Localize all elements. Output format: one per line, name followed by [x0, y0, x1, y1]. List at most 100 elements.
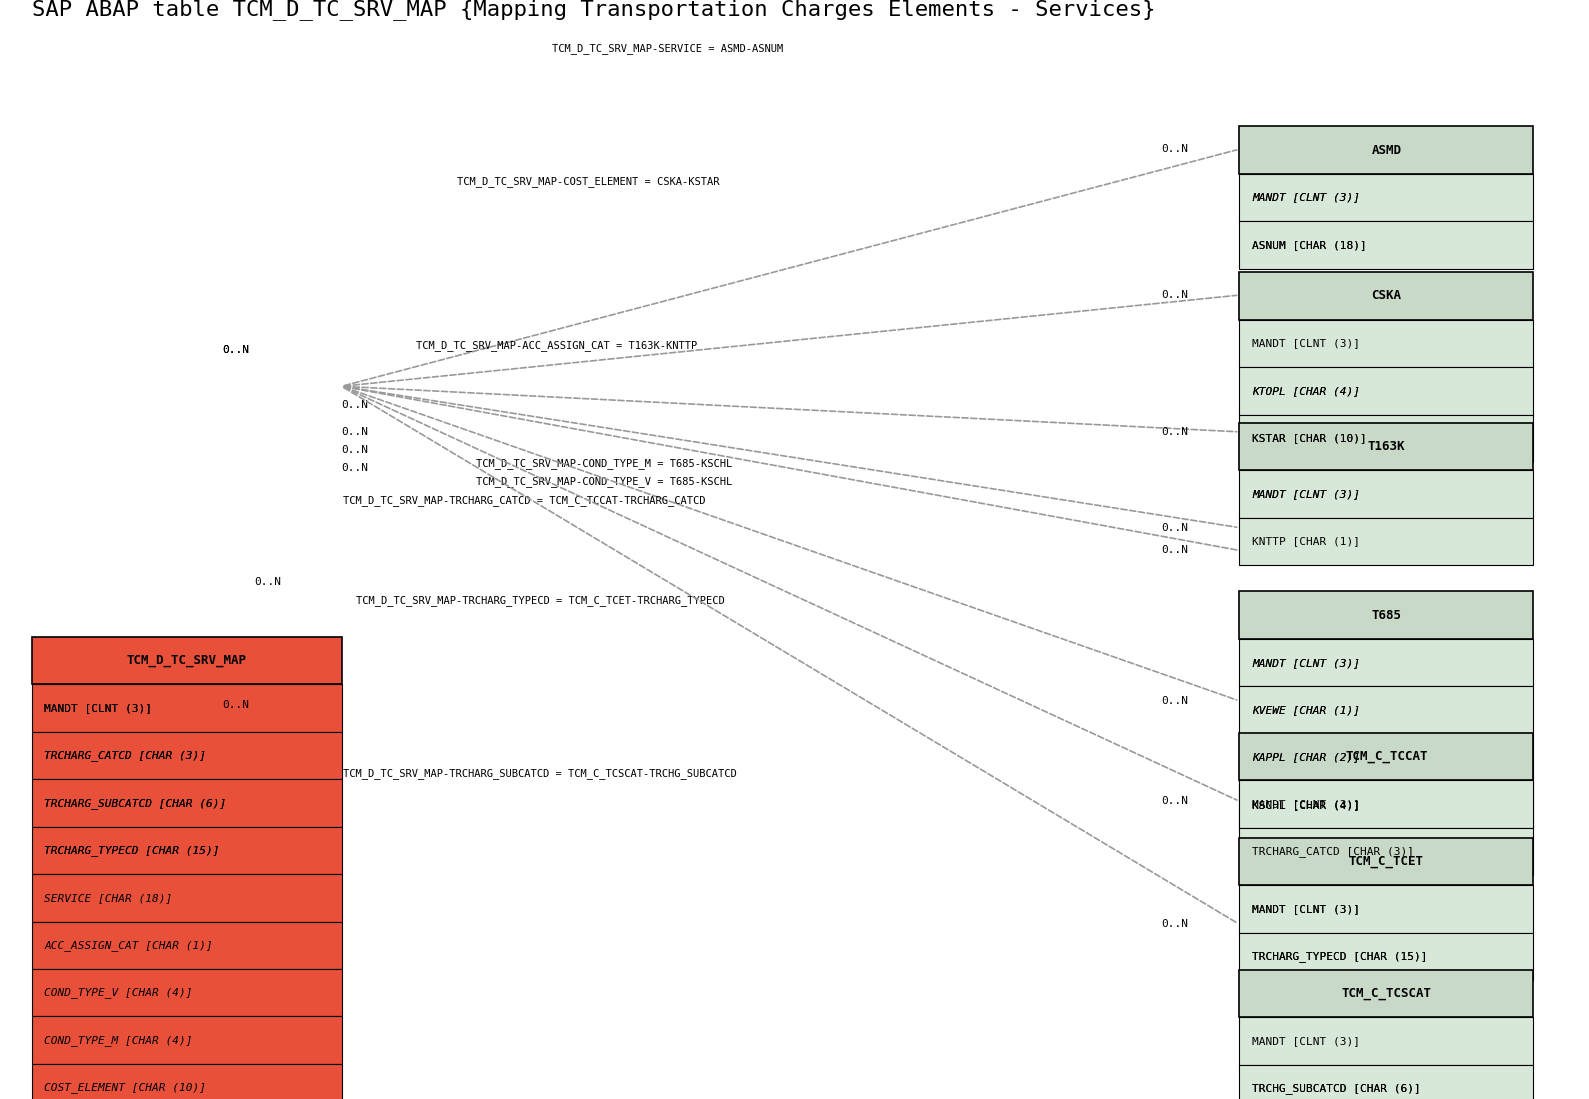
FancyBboxPatch shape — [1239, 470, 1533, 518]
Text: KTOPL [CHAR (4)]: KTOPL [CHAR (4)] — [1252, 386, 1360, 396]
Text: 0..N: 0..N — [342, 426, 369, 437]
Text: MANDT [CLNT (3)]: MANDT [CLNT (3)] — [1252, 657, 1360, 667]
FancyBboxPatch shape — [1239, 591, 1533, 639]
Text: KSTAR [CHAR (10)]: KSTAR [CHAR (10)] — [1252, 433, 1367, 443]
Text: TRCHARG_SUBCATCD [CHAR (6)]: TRCHARG_SUBCATCD [CHAR (6)] — [44, 798, 227, 809]
FancyBboxPatch shape — [1239, 1018, 1533, 1065]
Text: ASMD: ASMD — [1371, 144, 1401, 156]
Text: MANDT [CLNT (3)]: MANDT [CLNT (3)] — [1252, 903, 1360, 914]
FancyBboxPatch shape — [32, 1017, 342, 1064]
Text: TCM_D_TC_SRV_MAP: TCM_D_TC_SRV_MAP — [127, 654, 246, 667]
Text: KAPPL [CHAR (2)]: KAPPL [CHAR (2)] — [1252, 753, 1360, 763]
Text: SAP ABAP table TCM_D_TC_SRV_MAP {Mapping Transportation Charges Elements - Servi: SAP ABAP table TCM_D_TC_SRV_MAP {Mapping… — [32, 0, 1155, 20]
FancyBboxPatch shape — [32, 874, 342, 922]
Text: 0..N: 0..N — [342, 464, 369, 474]
Text: TCM_D_TC_SRV_MAP-COND_TYPE_V = T685-KSCHL: TCM_D_TC_SRV_MAP-COND_TYPE_V = T685-KSCH… — [475, 477, 733, 488]
FancyBboxPatch shape — [32, 922, 342, 969]
Text: 0..N: 0..N — [222, 700, 249, 710]
Text: TCM_D_TC_SRV_MAP-COND_TYPE_M = T685-KSCHL: TCM_D_TC_SRV_MAP-COND_TYPE_M = T685-KSCH… — [475, 458, 733, 469]
Text: KVEWE [CHAR (1)]: KVEWE [CHAR (1)] — [1252, 706, 1360, 715]
Text: TCM_D_TC_SRV_MAP-TRCHARG_TYPECD = TCM_C_TCET-TRCHARG_TYPECD: TCM_D_TC_SRV_MAP-TRCHARG_TYPECD = TCM_C_… — [356, 596, 725, 606]
FancyBboxPatch shape — [1239, 781, 1533, 829]
Text: ASNUM [CHAR (18)]: ASNUM [CHAR (18)] — [1252, 240, 1367, 249]
Text: TRCHARG_CATCD [CHAR (3)]: TRCHARG_CATCD [CHAR (3)] — [1252, 846, 1414, 857]
FancyBboxPatch shape — [1239, 414, 1533, 462]
Text: TRCHARG_CATCD [CHAR (3)]: TRCHARG_CATCD [CHAR (3)] — [44, 751, 207, 762]
FancyBboxPatch shape — [1239, 1065, 1533, 1099]
Text: MANDT [CLNT (3)]: MANDT [CLNT (3)] — [1252, 657, 1360, 667]
FancyBboxPatch shape — [1239, 273, 1533, 320]
FancyBboxPatch shape — [1239, 837, 1533, 885]
Text: 0..N: 0..N — [1162, 523, 1189, 533]
FancyBboxPatch shape — [1239, 734, 1533, 781]
Text: MANDT [CLNT (3)]: MANDT [CLNT (3)] — [44, 703, 153, 713]
Text: 0..N: 0..N — [1162, 797, 1189, 807]
Text: KNTTP [CHAR (1)]: KNTTP [CHAR (1)] — [1252, 536, 1360, 546]
Text: KAPPL [CHAR (2)]: KAPPL [CHAR (2)] — [1252, 753, 1360, 763]
FancyBboxPatch shape — [1239, 320, 1533, 367]
Text: 0..N: 0..N — [342, 400, 369, 410]
FancyBboxPatch shape — [32, 1064, 342, 1099]
Text: TCM_C_TCET: TCM_C_TCET — [1349, 855, 1424, 868]
Text: MANDT [CLNT (3)]: MANDT [CLNT (3)] — [1252, 799, 1360, 809]
Text: TCM_C_TCSCAT: TCM_C_TCSCAT — [1341, 987, 1432, 1000]
Text: TRCHG_SUBCATCD [CHAR (6)]: TRCHG_SUBCATCD [CHAR (6)] — [1252, 1083, 1421, 1094]
Text: SERVICE [CHAR (18)]: SERVICE [CHAR (18)] — [44, 892, 173, 903]
FancyBboxPatch shape — [1239, 174, 1533, 221]
Text: KSTAR [CHAR (10)]: KSTAR [CHAR (10)] — [1252, 433, 1367, 443]
Text: KSCHL [CHAR (4)]: KSCHL [CHAR (4)] — [1252, 800, 1360, 810]
Text: 0..N: 0..N — [1162, 545, 1189, 555]
FancyBboxPatch shape — [1239, 126, 1533, 174]
FancyBboxPatch shape — [32, 826, 342, 874]
FancyBboxPatch shape — [1239, 828, 1533, 875]
Text: 0..N: 0..N — [254, 577, 281, 587]
Text: TRCHARG_TYPECD [CHAR (15)]: TRCHARG_TYPECD [CHAR (15)] — [44, 845, 219, 856]
Text: COND_TYPE_V [CHAR (4)]: COND_TYPE_V [CHAR (4)] — [44, 987, 192, 998]
FancyBboxPatch shape — [32, 969, 342, 1017]
Text: COST_ELEMENT [CHAR (10)]: COST_ELEMENT [CHAR (10)] — [44, 1083, 207, 1094]
FancyBboxPatch shape — [1239, 970, 1533, 1018]
Text: TRCHARG_TYPECD [CHAR (15)]: TRCHARG_TYPECD [CHAR (15)] — [44, 845, 219, 856]
Text: KSCHL [CHAR (4)]: KSCHL [CHAR (4)] — [1252, 800, 1360, 810]
FancyBboxPatch shape — [32, 779, 342, 826]
Text: CSKA: CSKA — [1371, 289, 1401, 302]
Text: TRCHG_SUBCATCD [CHAR (6)]: TRCHG_SUBCATCD [CHAR (6)] — [1252, 1083, 1421, 1094]
FancyBboxPatch shape — [32, 637, 342, 685]
FancyBboxPatch shape — [1239, 885, 1533, 933]
Text: TRCHARG_TYPECD [CHAR (15)]: TRCHARG_TYPECD [CHAR (15)] — [1252, 951, 1427, 962]
Text: 0..N: 0..N — [342, 445, 369, 455]
FancyBboxPatch shape — [1239, 733, 1533, 780]
Text: TRCHARG_SUBCATCD [CHAR (6)]: TRCHARG_SUBCATCD [CHAR (6)] — [44, 798, 227, 809]
Text: 0..N: 0..N — [1162, 696, 1189, 706]
Text: MANDT [CLNT (3)]: MANDT [CLNT (3)] — [44, 703, 153, 713]
Text: MANDT [CLNT (3)]: MANDT [CLNT (3)] — [1252, 489, 1360, 499]
FancyBboxPatch shape — [32, 732, 342, 779]
Text: 0..N: 0..N — [222, 345, 249, 355]
Text: 0..N: 0..N — [1162, 920, 1189, 930]
Text: TRCHARG_CATCD [CHAR (3)]: TRCHARG_CATCD [CHAR (3)] — [44, 751, 207, 762]
Text: TCM_D_TC_SRV_MAP-ACC_ASSIGN_CAT = T163K-KNTTP: TCM_D_TC_SRV_MAP-ACC_ASSIGN_CAT = T163K-… — [416, 340, 696, 351]
Text: TCM_D_TC_SRV_MAP-SERVICE = ASMD-ASNUM: TCM_D_TC_SRV_MAP-SERVICE = ASMD-ASNUM — [551, 43, 783, 54]
Text: ASNUM [CHAR (18)]: ASNUM [CHAR (18)] — [1252, 240, 1367, 249]
Text: 0..N: 0..N — [222, 345, 249, 355]
Text: MANDT [CLNT (3)]: MANDT [CLNT (3)] — [1252, 338, 1360, 348]
Text: TCM_D_TC_SRV_MAP-COST_ELEMENT = CSKA-KSTAR: TCM_D_TC_SRV_MAP-COST_ELEMENT = CSKA-KST… — [456, 176, 720, 187]
Text: ACC_ASSIGN_CAT [CHAR (1)]: ACC_ASSIGN_CAT [CHAR (1)] — [44, 940, 213, 951]
Text: TCM_C_TCCAT: TCM_C_TCCAT — [1346, 750, 1427, 763]
Text: TCM_D_TC_SRV_MAP-TRCHARG_SUBCATCD = TCM_C_TCSCAT-TRCHG_SUBCATCD: TCM_D_TC_SRV_MAP-TRCHARG_SUBCATCD = TCM_… — [343, 768, 737, 779]
Text: 0..N: 0..N — [1162, 290, 1189, 300]
Text: TRCHARG_TYPECD [CHAR (15)]: TRCHARG_TYPECD [CHAR (15)] — [1252, 951, 1427, 962]
Text: KVEWE [CHAR (1)]: KVEWE [CHAR (1)] — [1252, 706, 1360, 715]
FancyBboxPatch shape — [1239, 367, 1533, 414]
Text: T163K: T163K — [1368, 440, 1405, 453]
Text: MANDT [CLNT (3)]: MANDT [CLNT (3)] — [1252, 192, 1360, 202]
Text: COND_TYPE_M [CHAR (4)]: COND_TYPE_M [CHAR (4)] — [44, 1035, 192, 1045]
FancyBboxPatch shape — [32, 685, 342, 732]
Text: MANDT [CLNT (3)]: MANDT [CLNT (3)] — [1252, 192, 1360, 202]
Text: MANDT [CLNT (3)]: MANDT [CLNT (3)] — [1252, 903, 1360, 914]
FancyBboxPatch shape — [1239, 639, 1533, 686]
Text: MANDT [CLNT (3)]: MANDT [CLNT (3)] — [1252, 1036, 1360, 1046]
Text: 0..N: 0..N — [1162, 426, 1189, 437]
Text: T685: T685 — [1371, 609, 1401, 622]
FancyBboxPatch shape — [1239, 423, 1533, 470]
